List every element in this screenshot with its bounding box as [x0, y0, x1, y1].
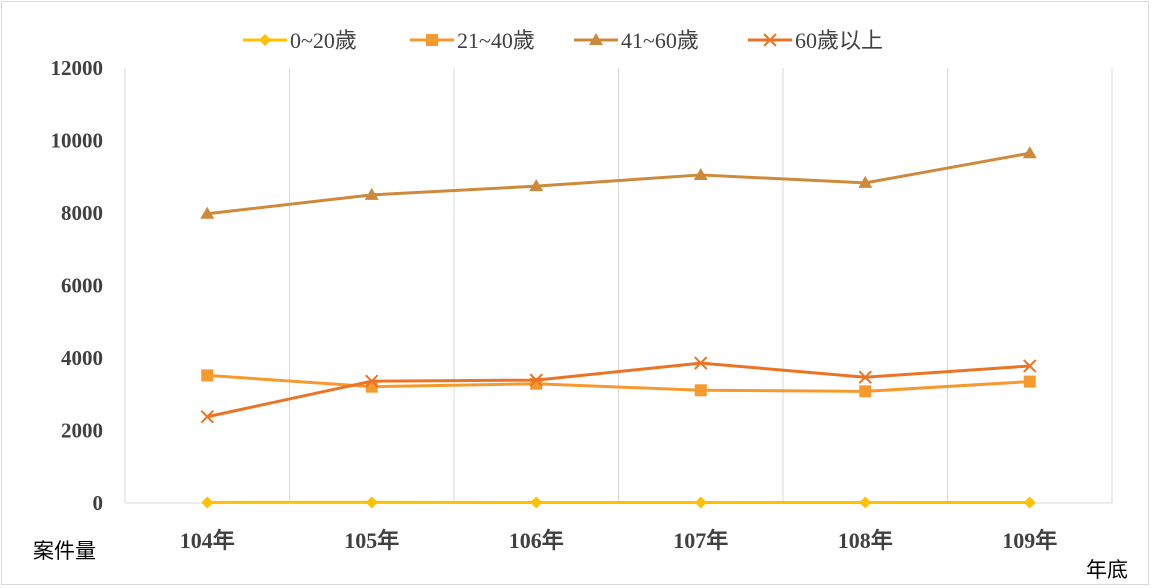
x-tick-label: 105年 [344, 528, 399, 553]
data-point-x [763, 33, 777, 47]
series-triangle [200, 146, 1037, 219]
y-tick-label: 6000 [61, 274, 103, 298]
data-point-x [529, 373, 543, 387]
x-tick-label: 107年 [673, 528, 728, 553]
x-tick-label: 104年 [180, 528, 235, 553]
x-tick-label: 109年 [1002, 528, 1057, 553]
series-line [206, 361, 1030, 419]
series-diamond [201, 496, 1036, 509]
data-point-diamond [365, 496, 378, 509]
x-axis-ticks: 104年 105年 106年 107年 108年 109年 [180, 528, 1058, 553]
series-line [207, 151, 1031, 216]
data-point-diamond [201, 496, 214, 509]
data-point-diamond [694, 496, 707, 509]
legend-label: 0~20歲 [290, 28, 357, 53]
data-point-diamond [859, 496, 872, 509]
y-axis-label: 案件量 [33, 539, 96, 563]
legend-item: 0~20歲 [243, 28, 357, 53]
legend-item: 60歲以上 [748, 28, 883, 53]
data-point-triangle [693, 167, 708, 180]
y-tick-label: 12000 [51, 56, 104, 80]
data-point-triangle [200, 206, 215, 219]
data-point-triangle [1022, 146, 1037, 159]
data-point-x [200, 410, 214, 424]
legend-label: 21~40歲 [457, 28, 535, 53]
legend-label: 41~60歲 [621, 28, 699, 53]
data-point-triangle [364, 187, 379, 200]
x-tick-label: 108年 [838, 528, 893, 553]
y-tick-label: 8000 [61, 201, 103, 225]
data-point-x [858, 370, 872, 384]
series-square [201, 369, 1036, 398]
data-point-square [694, 384, 707, 397]
data-point-x [365, 374, 379, 388]
data-point-diamond [530, 496, 543, 509]
y-tick-label: 4000 [61, 346, 103, 370]
legend-label: 60歲以上 [795, 28, 883, 53]
series-layer [200, 146, 1037, 509]
data-point-square [426, 34, 438, 46]
data-point-diamond [1023, 496, 1036, 509]
data-point-triangle [529, 179, 544, 192]
data-point-diamond [259, 34, 271, 46]
y-axis-ticks: 0 2000 4000 6000 8000 10000 12000 [51, 56, 104, 515]
legend-item: 21~40歲 [410, 28, 535, 53]
x-tick-label: 106年 [509, 528, 564, 553]
data-point-x [1023, 359, 1037, 373]
data-point-square [201, 369, 214, 382]
data-point-x [694, 356, 708, 370]
x-axis-label: 年底 [1086, 558, 1128, 582]
legend: 0~20歲 21~40歲 41~60歲 60歲以上 [243, 28, 883, 53]
data-point-triangle [858, 175, 873, 188]
legend-item: 41~60歲 [574, 28, 699, 53]
gridlines [124, 68, 1113, 504]
data-point-square [859, 385, 872, 398]
series-x [200, 356, 1037, 424]
series-line [207, 373, 1030, 393]
y-tick-label: 2000 [61, 419, 103, 443]
data-point-square [1023, 375, 1036, 388]
y-tick-label: 10000 [51, 129, 104, 153]
data-point-triangle [589, 33, 603, 45]
y-tick-label: 0 [93, 491, 104, 515]
